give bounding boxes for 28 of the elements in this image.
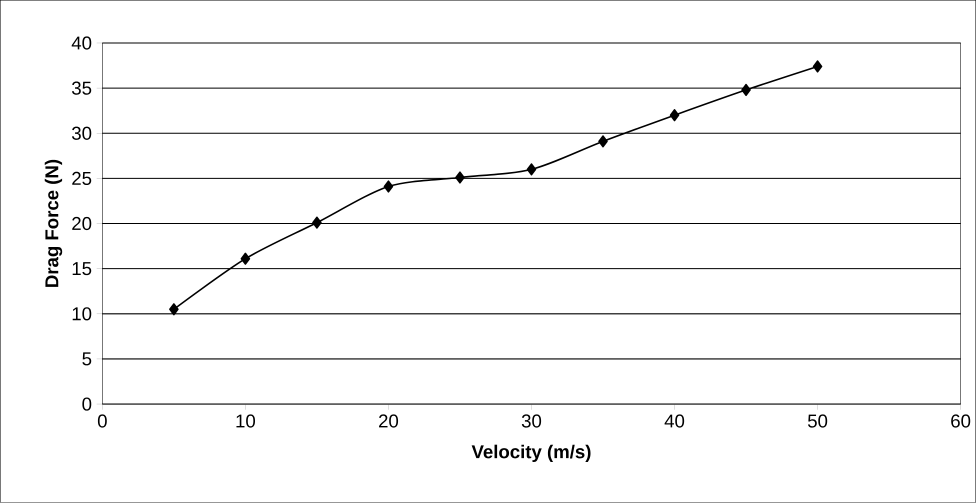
point — [598, 135, 608, 148]
point — [169, 303, 179, 316]
x-tick-label: 20 — [379, 414, 398, 428]
y-tick-label: 25 — [72, 172, 92, 186]
y-tick-label: 5 — [82, 352, 92, 366]
y-tick-label: 15 — [72, 262, 92, 276]
point — [384, 180, 394, 193]
x-tick-label: 30 — [522, 414, 542, 428]
y-axis-title: Drag Force (N) — [44, 160, 62, 288]
y-tick-label: 40 — [72, 36, 92, 50]
point — [455, 172, 465, 184]
x-tick-label: 40 — [664, 414, 684, 428]
y-tick-label: 35 — [72, 82, 92, 95]
point — [812, 60, 822, 73]
x-tick-label: 0 — [98, 414, 107, 428]
x-tick-label: 50 — [808, 414, 828, 428]
point — [741, 84, 751, 96]
point — [312, 216, 322, 229]
x-tick-label: 10 — [236, 414, 256, 428]
x-axis-title: Velocity (m/s) — [472, 444, 591, 462]
point — [526, 163, 536, 176]
y-tick-label: 20 — [72, 217, 92, 230]
point — [240, 252, 250, 266]
y-tick-label: 30 — [72, 126, 92, 140]
x-tick-label: 60 — [951, 414, 970, 428]
y-tick-label: 0 — [82, 398, 92, 411]
point — [670, 109, 680, 122]
y-tick-label: 10 — [72, 307, 92, 321]
